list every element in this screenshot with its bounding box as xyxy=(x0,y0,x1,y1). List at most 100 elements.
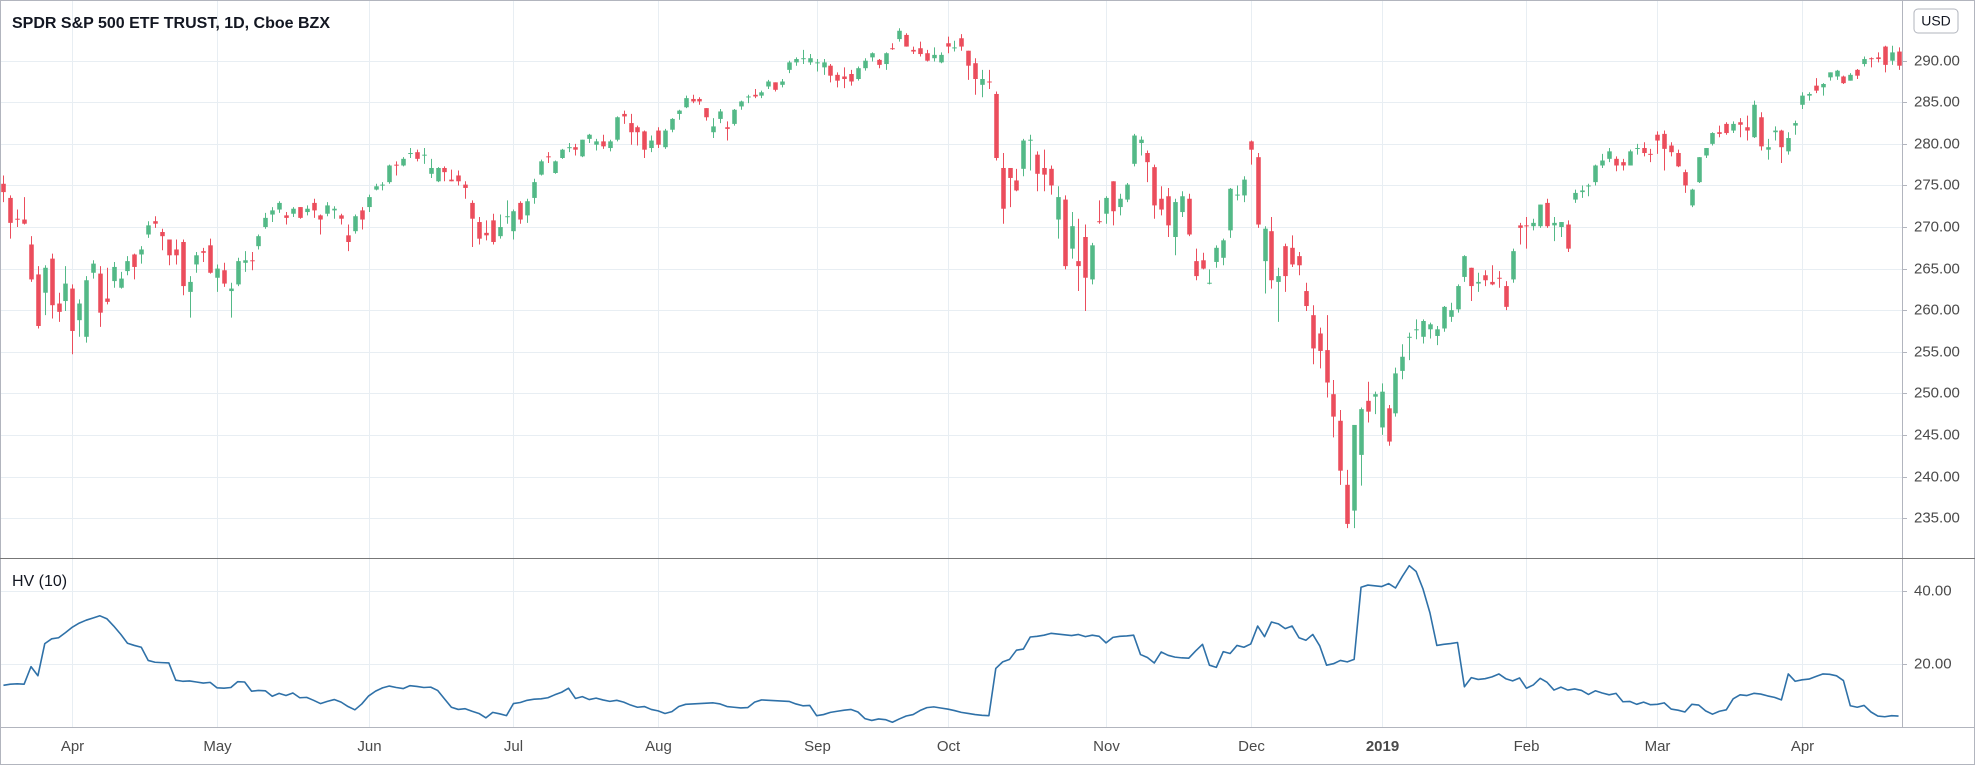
candle-body xyxy=(635,127,640,133)
candle-body xyxy=(1338,420,1343,471)
candle-body xyxy=(1552,222,1557,226)
candle-body xyxy=(780,81,785,85)
candle-body xyxy=(463,184,468,188)
candle-body xyxy=(842,76,847,80)
candle-body xyxy=(1704,148,1709,156)
candle-body xyxy=(1421,320,1426,337)
candle-body xyxy=(1180,196,1185,213)
candle-body xyxy=(856,68,861,80)
candle-body xyxy=(325,205,330,214)
y-tick-label: 275.00 xyxy=(1914,176,1960,193)
candle-body xyxy=(1628,151,1633,166)
candle-body xyxy=(1614,158,1619,166)
candle-body xyxy=(1821,83,1826,88)
candle-body xyxy=(1359,409,1364,455)
candle-body xyxy=(312,202,317,211)
candle-body xyxy=(1207,282,1212,284)
candle-body xyxy=(1862,59,1867,65)
candle-body xyxy=(1311,315,1316,349)
y-tick-label: 270.00 xyxy=(1914,218,1960,235)
candle-body xyxy=(380,184,385,186)
currency-badge[interactable] xyxy=(1913,8,1959,34)
candle-body xyxy=(1835,70,1840,77)
candle-body xyxy=(98,273,103,313)
candle-body xyxy=(622,113,627,117)
candle-body xyxy=(801,58,806,60)
y-tick-label: 280.00 xyxy=(1914,135,1960,152)
candle-body xyxy=(925,53,930,61)
candle-body xyxy=(491,220,496,242)
x-tick-label: Jul xyxy=(504,738,523,755)
candle-body xyxy=(656,130,661,145)
candle-body xyxy=(918,48,923,55)
candle-body xyxy=(215,268,220,278)
candle-body xyxy=(1841,76,1846,84)
candle-body xyxy=(1593,165,1598,183)
candle-body xyxy=(1855,69,1860,76)
x-tick-label: 2019 xyxy=(1366,738,1399,755)
candle-body xyxy=(1890,52,1895,61)
currency-label[interactable]: USD xyxy=(1921,13,1951,29)
candle-body xyxy=(449,179,454,182)
x-tick-label: Mar xyxy=(1645,738,1671,755)
candle-body xyxy=(277,202,282,210)
candle-body xyxy=(1056,197,1061,220)
candle-body xyxy=(1600,160,1605,166)
candle-body xyxy=(1683,172,1688,186)
candle-body xyxy=(1483,275,1488,281)
candle-body xyxy=(284,215,289,218)
candle-body xyxy=(794,59,799,63)
candle-body xyxy=(367,197,372,208)
candle-body xyxy=(1166,196,1171,226)
candle-body xyxy=(456,175,461,182)
candle-body xyxy=(1393,373,1398,414)
y-tick-label: 250.00 xyxy=(1914,384,1960,401)
candle-body xyxy=(360,210,365,220)
candle-body xyxy=(808,58,813,63)
candle-body xyxy=(408,153,413,155)
candle-body xyxy=(663,130,668,148)
candle-body xyxy=(897,30,902,40)
y-tick-label: 40.00 xyxy=(1914,582,1952,599)
candle-body xyxy=(1669,145,1674,153)
candle-body xyxy=(1518,225,1523,228)
candle-body xyxy=(711,126,716,133)
candle-body xyxy=(560,149,565,159)
candle-body xyxy=(29,244,34,280)
candle-body xyxy=(1214,247,1219,262)
indicator-title: HV (10) xyxy=(12,573,67,590)
candle-body xyxy=(112,266,117,282)
chart-title: SPDR S&P 500 ETF TRUST, 1D, Cboe BZX xyxy=(12,15,330,32)
candle-body xyxy=(1090,245,1095,280)
candle-body xyxy=(1607,151,1612,159)
candle-body xyxy=(670,118,675,130)
candle-body xyxy=(649,140,654,149)
candle-body xyxy=(849,74,854,82)
candle-body xyxy=(518,202,523,220)
candle-body xyxy=(70,288,75,331)
candle-body xyxy=(1752,104,1757,138)
candle-body xyxy=(718,111,723,119)
candle-body xyxy=(1097,221,1102,223)
x-tick-label: Aug xyxy=(645,738,672,755)
candle-body xyxy=(153,221,158,224)
candle-body xyxy=(939,54,944,63)
candle-body xyxy=(567,147,572,149)
candle-body xyxy=(1118,198,1123,208)
candle-body xyxy=(1545,202,1550,227)
candle-body xyxy=(1697,157,1702,183)
candle-body xyxy=(105,298,110,302)
candle-body xyxy=(1717,132,1722,134)
candle-body xyxy=(1642,148,1647,154)
candle-body xyxy=(884,53,889,65)
candle-body xyxy=(684,98,689,108)
candle-body xyxy=(1201,260,1206,269)
candle-body xyxy=(525,201,530,216)
candle-body xyxy=(835,74,840,81)
x-tick-label: Oct xyxy=(937,738,961,755)
candle-body xyxy=(629,123,634,133)
candle-body xyxy=(146,225,151,235)
candle-body xyxy=(1621,162,1626,166)
candle-body xyxy=(1469,267,1474,287)
